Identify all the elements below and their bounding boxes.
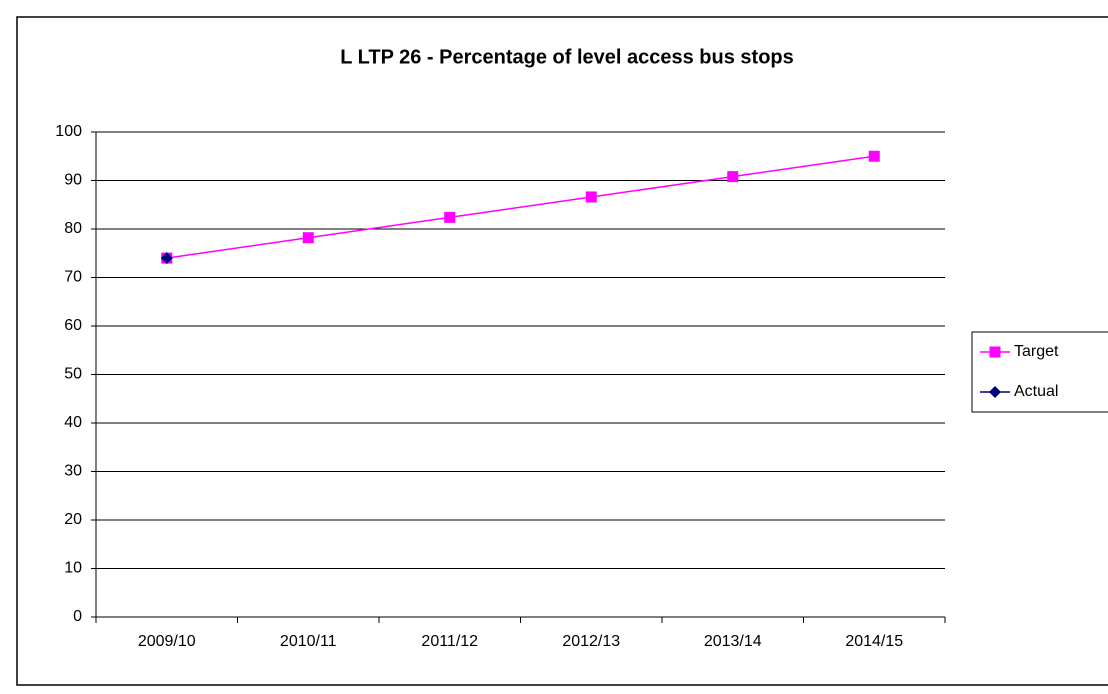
legend-label: Target [1014,343,1059,360]
data-point [585,191,597,203]
chart-border [16,16,1108,686]
data-point [302,232,314,244]
legend-box [971,331,1108,413]
x-tick-label: 2014/15 [845,633,903,650]
x-tick-label: 2012/13 [562,633,620,650]
y-tick-label: 80 [64,220,82,237]
legend-marker [989,346,1001,358]
series-line [166,155,875,259]
x-tick-label: 2013/14 [704,633,762,650]
y-tick-label: 50 [64,366,82,383]
legend-label: Actual [1014,383,1058,400]
y-tick-label: 0 [73,608,82,625]
legend-marker [989,386,1001,398]
y-tick-label: 100 [55,123,82,140]
y-tick-label: 70 [64,269,82,286]
x-tick-label: 2009/10 [138,633,196,650]
y-tick-label: 40 [64,414,82,431]
y-tick-label: 90 [64,172,82,189]
y-tick-label: 60 [64,317,82,334]
y-tick-label: 30 [64,463,82,480]
chart-title: L LTP 26 - Percentage of level access bu… [340,46,794,68]
y-tick-label: 10 [64,560,82,577]
data-point [160,252,173,265]
data-point [727,171,739,183]
data-point [868,150,880,162]
data-point [444,211,456,223]
x-tick-label: 2010/11 [280,633,337,650]
x-tick-label: 2011/12 [421,633,478,650]
y-tick-label: 20 [64,511,82,528]
